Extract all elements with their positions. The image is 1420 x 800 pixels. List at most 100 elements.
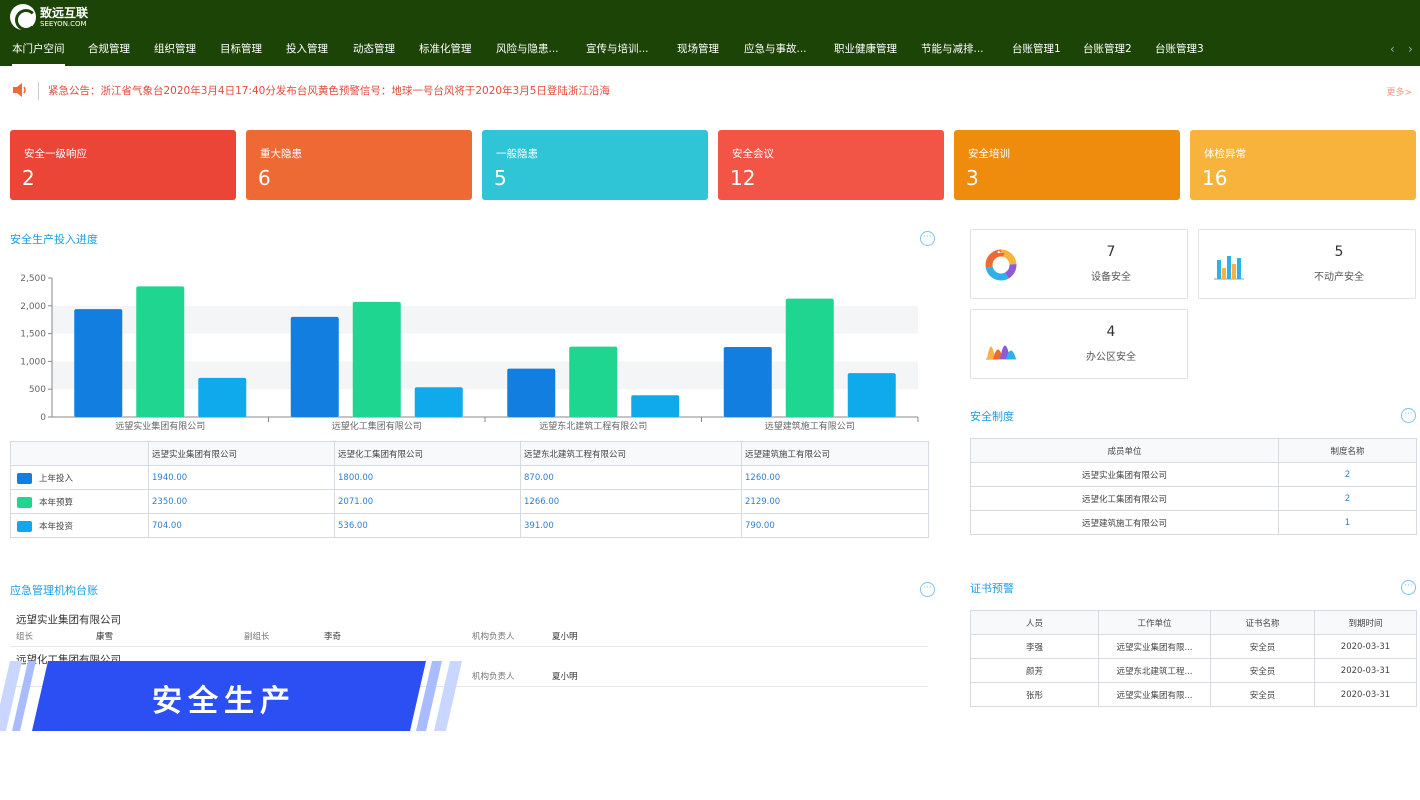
table-header-cell: 制度名称: [1278, 438, 1417, 463]
nav-item-emergency[interactable]: 应急与事故...: [744, 43, 807, 55]
brand-logo[interactable]: 致远互联 SEEYON.COM: [10, 4, 88, 31]
stat-label: 重大隐患: [260, 148, 302, 160]
series-name: 本年预算: [39, 497, 74, 508]
nav-item-compliance[interactable]: 合规管理: [88, 43, 130, 55]
mini-card-office-safety[interactable]: 4 办公区安全: [970, 309, 1188, 379]
bar-本年投资-远望东北建筑工程有限公司: [631, 395, 680, 417]
table-header-cell: 远望化工集团有限公司: [334, 441, 521, 466]
value-cell: 870.00: [520, 465, 742, 490]
cert-warning-more-icon[interactable]: ···: [1401, 580, 1416, 595]
nav-next-icon[interactable]: ›: [1408, 42, 1413, 56]
value-cell: 2129.00: [741, 489, 929, 514]
org-leader-value: 康雪: [96, 632, 114, 642]
nav-item-ledger-3[interactable]: 台账管理3: [1155, 43, 1204, 55]
y-tick-label: 500: [29, 385, 46, 395]
nav-item-home-space[interactable]: 本门户空间: [12, 34, 65, 66]
table-cell[interactable]: 2: [1278, 462, 1417, 487]
mini-card-label: 不动产安全: [1314, 272, 1364, 283]
table-row[interactable]: 李强 远望实业集团有限... 安全员 2020-03-31: [970, 634, 1417, 659]
nav-item-ledger-1[interactable]: 台账管理1: [1012, 43, 1061, 55]
nav-item-investment[interactable]: 投入管理: [286, 43, 328, 55]
stat-label: 安全培训: [968, 148, 1010, 160]
nav-item-ledger-2[interactable]: 台账管理2: [1083, 43, 1132, 55]
table-row[interactable]: 张彤 远望实业集团有限... 安全员 2020-03-31: [970, 682, 1417, 707]
nav-prev-icon[interactable]: ‹: [1390, 42, 1395, 56]
announcement-bar: 紧急公告：浙江省气象台2020年3月4日17:40分发布台风黄色预警信号：地球一…: [0, 72, 1420, 110]
cert-warning-table: 人员 工作单位 证书名称 到期时间 李强 远望实业集团有限... 安全员 202…: [970, 610, 1417, 707]
bar-本年投资-远望建筑施工有限公司: [847, 373, 896, 417]
notice-text[interactable]: 紧急公告：浙江省气象台2020年3月4日17:40分发布台风黄色预警信号：地球一…: [48, 85, 610, 97]
table-header-row: 远望实业集团有限公司 远望化工集团有限公司 远望东北建筑工程有限公司 远望建筑施…: [10, 441, 929, 466]
table-row[interactable]: 远望建筑施工有限公司 1: [970, 510, 1417, 535]
stat-label: 体检异常: [1204, 148, 1246, 160]
nav-item-risk[interactable]: 风险与隐患...: [496, 43, 559, 55]
mini-card-count: 5: [1334, 244, 1344, 260]
stat-value: 16: [1202, 166, 1228, 190]
bar-上年投入-远望实业集团有限公司: [74, 309, 123, 417]
value-cell: 2350.00: [148, 489, 335, 514]
area-chart-icon: [986, 345, 1016, 360]
series-name: 上年投入: [39, 473, 74, 484]
investment-data-table: 远望实业集团有限公司 远望化工集团有限公司 远望东北建筑工程有限公司 远望建筑施…: [10, 441, 929, 538]
stat-card-major-hazard[interactable]: 重大隐患 6: [246, 130, 472, 200]
table-cell: 远望实业集团有限...: [1098, 682, 1211, 707]
nav-item-goals[interactable]: 目标管理: [220, 43, 262, 55]
table-cell[interactable]: 1: [1278, 510, 1417, 535]
org-name[interactable]: 远望实业集团有限公司: [16, 614, 121, 626]
stat-label: 安全会议: [732, 148, 774, 160]
nav-item-energy[interactable]: 节能与减排...: [921, 43, 984, 55]
stat-card-safety-training[interactable]: 安全培训 3: [954, 130, 1180, 200]
table-header-cell: 人员: [970, 610, 1099, 635]
top-header: 致远互联 SEEYON.COM: [0, 0, 1420, 34]
mini-card-label: 设备安全: [1091, 272, 1131, 283]
logo-icon: [10, 4, 37, 31]
value-cell: 704.00: [148, 513, 335, 538]
stat-card-safety-meeting[interactable]: 安全会议 12: [718, 130, 944, 200]
stat-value: 2: [22, 166, 35, 190]
org-owner-label: 机构负责人: [472, 672, 515, 682]
mini-card-equipment-safety[interactable]: 7 设备安全: [970, 229, 1188, 299]
org-owner-value: 夏小明: [552, 632, 578, 642]
org-deputy-value: 李奇: [324, 632, 342, 642]
legend-swatch: [17, 472, 32, 484]
table-row[interactable]: 颜芳 远望东北建筑工程... 安全员 2020-03-31: [970, 658, 1417, 683]
nav-item-dynamics[interactable]: 动态管理: [353, 43, 395, 55]
value-cell: 1940.00: [148, 465, 335, 490]
mini-card-property-safety[interactable]: 5 不动产安全: [1198, 229, 1416, 299]
bar-本年预算-远望建筑施工有限公司: [785, 298, 834, 417]
nav-item-organization[interactable]: 组织管理: [154, 43, 196, 55]
nav-item-standardization[interactable]: 标准化管理: [419, 43, 472, 55]
speaker-icon: [13, 83, 26, 97]
notice-more-link[interactable]: 更多>: [1386, 88, 1412, 98]
stat-card-checkup-abnormal[interactable]: 体检异常 16: [1190, 130, 1416, 200]
stat-card-general-hazard[interactable]: 一般隐患 5: [482, 130, 708, 200]
nav-item-health[interactable]: 职业健康管理: [834, 43, 897, 55]
notice-divider: [38, 82, 39, 100]
x-tick-label: 远望化工集团有限公司: [332, 420, 422, 432]
safety-rules-more-icon[interactable]: ···: [1401, 408, 1416, 423]
y-tick-label: 2,500: [20, 274, 46, 284]
table-row[interactable]: 远望实业集团有限公司 2: [970, 462, 1417, 487]
y-tick-label: 1,500: [20, 330, 46, 340]
table-header-cell: 远望建筑施工有限公司: [741, 441, 929, 466]
emergency-more-icon[interactable]: ···: [920, 582, 935, 597]
table-row: 上年投入 1940.00 1800.00 870.00 1260.00: [10, 465, 929, 490]
table-cell[interactable]: 2: [1278, 486, 1417, 511]
safety-rules-table: 成员单位 制度名称 远望实业集团有限公司 2 远望化工集团有限公司 2 远望建筑…: [970, 438, 1417, 535]
nav-item-training[interactable]: 宣传与培训...: [586, 43, 649, 55]
y-tick-label: 1,000: [20, 357, 46, 367]
table-header-cell: 证书名称: [1210, 610, 1315, 635]
table-header-cell: 到期时间: [1314, 610, 1417, 635]
org-deputy-label: 副组长: [244, 632, 270, 642]
table-row[interactable]: 远望化工集团有限公司 2: [970, 486, 1417, 511]
investment-more-icon[interactable]: ···: [920, 231, 935, 246]
nav-item-site[interactable]: 现场管理: [677, 43, 719, 55]
series-label-cell: 本年预算: [10, 489, 149, 514]
banner-title: 安全生产: [152, 684, 296, 719]
donut-chart-icon: [985, 249, 1017, 281]
banner-shape: [0, 661, 462, 731]
table-cell: 远望化工集团有限公司: [970, 486, 1279, 511]
stat-card-level1-response[interactable]: 安全一级响应 2: [10, 130, 236, 200]
table-cell: 远望建筑施工有限公司: [970, 510, 1279, 535]
stat-value: 12: [730, 166, 756, 190]
